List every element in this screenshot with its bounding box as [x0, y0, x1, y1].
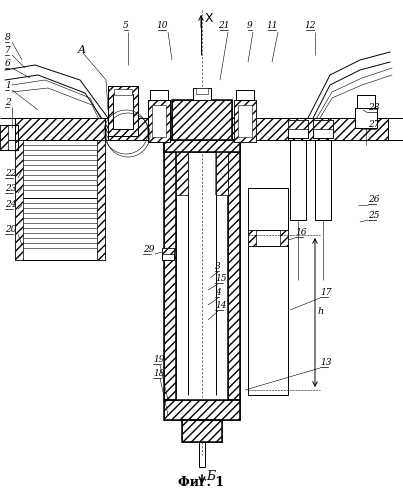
Text: 8: 8	[5, 33, 11, 42]
Bar	[248, 230, 288, 246]
Text: 12: 12	[304, 21, 316, 30]
Text: 9: 9	[247, 21, 253, 30]
Text: 14: 14	[215, 301, 226, 310]
Text: 24: 24	[5, 200, 17, 209]
Bar	[315, 140, 331, 220]
Bar	[228, 140, 240, 400]
Text: 3: 3	[215, 262, 221, 271]
Bar	[0, 125, 8, 150]
Text: 26: 26	[368, 195, 380, 204]
Text: 25: 25	[368, 211, 380, 220]
Bar	[193, 88, 211, 100]
Text: 15: 15	[215, 274, 226, 283]
Text: 7: 7	[5, 46, 11, 55]
Bar	[290, 118, 388, 140]
Bar	[15, 118, 105, 140]
Bar	[288, 120, 308, 129]
Bar	[288, 120, 308, 138]
Bar	[108, 86, 138, 136]
Bar	[97, 140, 105, 260]
Bar	[182, 420, 222, 442]
Bar	[355, 108, 377, 128]
Text: X: X	[205, 11, 214, 24]
Bar	[313, 120, 333, 138]
Bar	[108, 118, 164, 140]
Bar	[15, 140, 105, 260]
Bar	[248, 230, 256, 246]
Bar	[164, 140, 240, 152]
Bar	[290, 118, 388, 140]
Bar	[164, 140, 240, 152]
Bar	[288, 118, 328, 140]
Text: 6: 6	[5, 59, 11, 68]
Bar	[216, 152, 228, 195]
Bar	[236, 90, 254, 100]
Bar	[164, 140, 176, 400]
Bar	[357, 95, 375, 108]
Text: 23: 23	[5, 184, 17, 193]
Bar	[172, 100, 232, 140]
Bar	[164, 400, 240, 420]
Bar	[108, 86, 138, 136]
Bar	[196, 88, 208, 94]
Bar	[0, 125, 18, 150]
Bar	[148, 100, 170, 142]
Bar	[148, 100, 170, 142]
Bar	[114, 89, 132, 95]
Bar	[234, 100, 256, 142]
Text: 5: 5	[123, 21, 129, 30]
Text: 10: 10	[156, 21, 168, 30]
Polygon shape	[176, 152, 188, 195]
Text: 16: 16	[295, 228, 307, 237]
Bar	[113, 94, 133, 129]
Bar	[240, 118, 288, 140]
Bar	[15, 118, 105, 140]
Bar	[164, 140, 176, 400]
Text: 4: 4	[215, 288, 221, 297]
Text: 20: 20	[5, 225, 17, 234]
Text: 22: 22	[5, 169, 17, 178]
Text: h: h	[318, 307, 324, 316]
Bar	[280, 230, 288, 246]
Text: 13: 13	[320, 358, 332, 367]
Bar	[176, 152, 188, 195]
Text: 27: 27	[368, 120, 380, 129]
Bar	[162, 248, 174, 254]
Bar	[15, 140, 23, 260]
Bar	[164, 118, 240, 140]
Text: 18: 18	[153, 369, 164, 378]
Text: Б: Б	[206, 471, 215, 484]
Bar	[290, 140, 306, 220]
Text: 21: 21	[218, 21, 230, 30]
Text: 11: 11	[266, 21, 278, 30]
Bar	[228, 140, 240, 400]
Text: 28: 28	[368, 103, 380, 112]
Text: 2: 2	[5, 98, 11, 107]
Text: 29: 29	[143, 245, 154, 254]
Bar	[182, 420, 222, 442]
Bar	[152, 105, 166, 137]
Text: Фиг. 1: Фиг. 1	[178, 476, 224, 489]
Bar	[108, 118, 164, 140]
Bar	[313, 120, 333, 129]
Text: A: A	[78, 45, 86, 55]
Bar	[164, 400, 240, 420]
Bar	[164, 118, 240, 140]
Polygon shape	[216, 152, 228, 195]
Bar	[234, 100, 256, 142]
Bar	[288, 118, 328, 140]
Bar	[240, 118, 288, 140]
Bar	[162, 248, 174, 260]
Text: 1: 1	[5, 81, 11, 90]
Bar	[172, 100, 232, 140]
Text: 19: 19	[153, 355, 164, 364]
Bar	[238, 105, 252, 137]
Bar	[150, 90, 168, 100]
Text: 17: 17	[320, 288, 332, 297]
